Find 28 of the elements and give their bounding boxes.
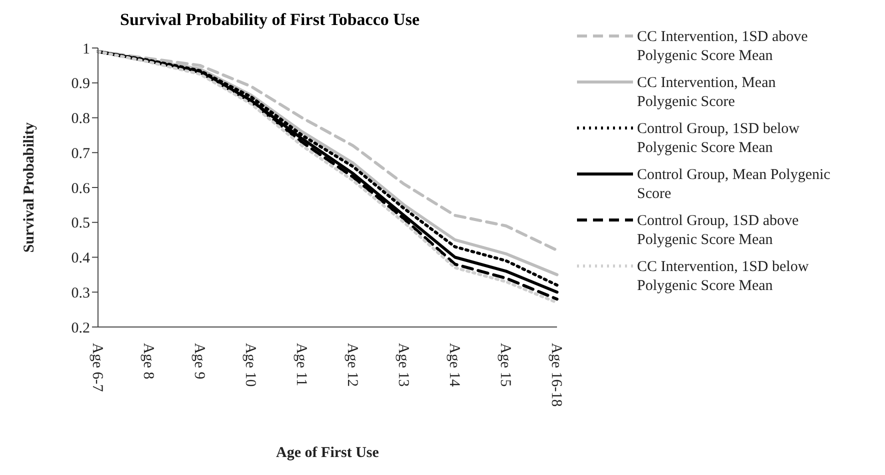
y-tick-label: 0.9 <box>71 76 90 92</box>
x-tick-label: Age 10 <box>242 343 258 387</box>
x-tick-label: Age 16-18 <box>548 343 564 407</box>
x-tick-label: Age 14 <box>446 343 462 388</box>
y-tick-label: 0.5 <box>71 216 90 232</box>
x-tick-label: Age 12 <box>344 343 360 387</box>
y-tick-label: 0.8 <box>71 111 90 128</box>
legend-label: Control Group, Mean Polygenic Score <box>637 166 832 204</box>
y-axis-title: Survival Probability <box>21 122 38 253</box>
y-tick-label: 0.4 <box>71 250 90 267</box>
legend-label: CC Intervention, 1SD below Polygenic Score Mean <box>637 258 810 296</box>
x-axis-title: Age of First Use <box>276 445 380 461</box>
x-tick-label: Age 8 <box>140 343 156 380</box>
x-tick-label: Age 6-7 <box>88 343 105 392</box>
y-tick-label: 0.2 <box>71 320 90 336</box>
legend-label: Control Group, 1SD below Polygenic Score Mean <box>637 120 800 158</box>
legend-label: Control Group, 1SD above Polygenic Score Mean <box>637 212 800 250</box>
x-tick-label: Age 13 <box>394 343 411 387</box>
y-tick-label: 0.3 <box>71 285 90 302</box>
chart-title: Survival Probability of First Tobacco Use <box>120 10 420 30</box>
x-tick-label: Age 11 <box>292 343 309 386</box>
y-tick-label: 0.7 <box>71 146 90 162</box>
x-tick-label: Age 15 <box>496 343 513 387</box>
legend-label: CC Intervention, Mean Polygenic Score <box>637 74 777 112</box>
y-tick-label: 1 <box>82 41 90 58</box>
legend-label: CC Intervention, 1SD above Polygenic Score Mean <box>637 28 809 66</box>
x-tick-label: Age 9 <box>190 343 207 380</box>
y-tick-label: 0.6 <box>71 180 90 197</box>
